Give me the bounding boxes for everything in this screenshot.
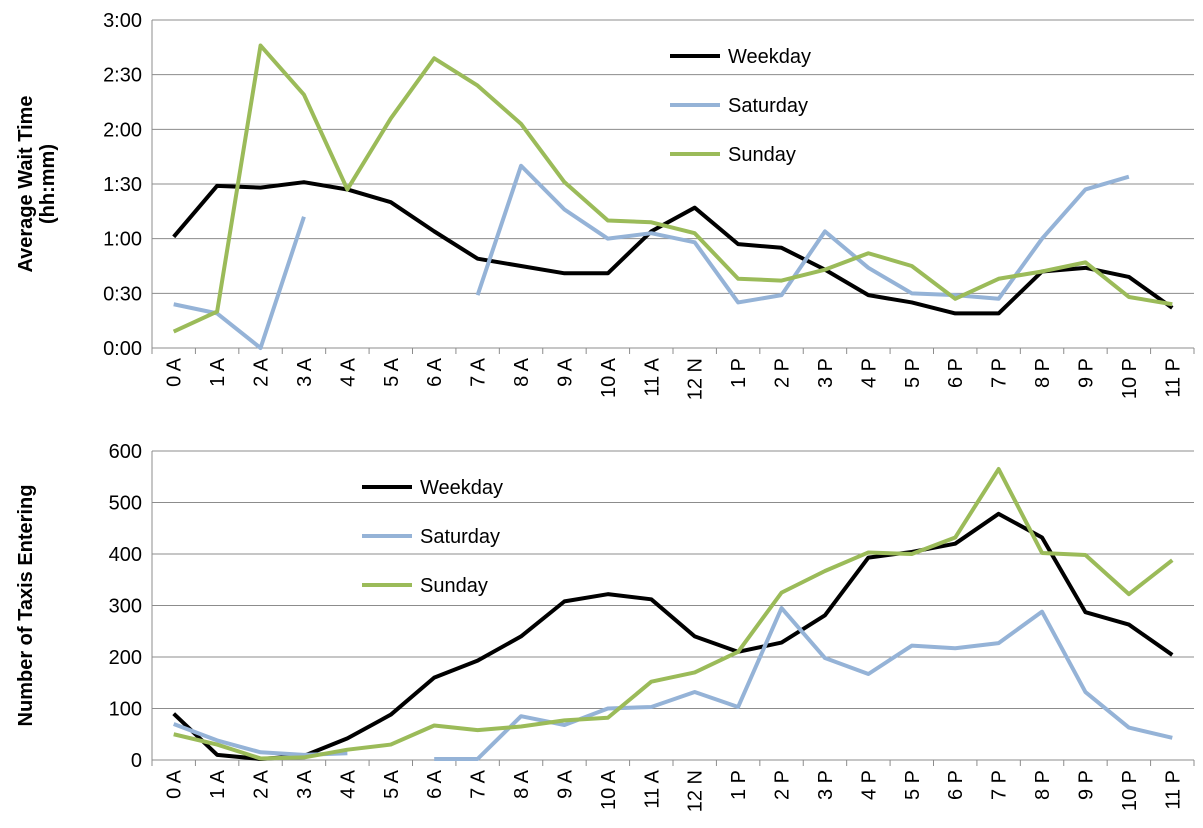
y-tick-label: 0 <box>131 750 142 772</box>
line-series <box>172 43 1173 334</box>
x-tick-label: 4 A <box>337 769 359 799</box>
legend-label: Weekday <box>420 477 503 499</box>
x-tick-label: 1 P <box>728 770 750 800</box>
legend-label: Weekday <box>728 46 811 68</box>
x-tick-label: 7 P <box>989 358 1011 388</box>
y-tick-label: 100 <box>109 699 142 721</box>
y-tick-label: 2:30 <box>103 65 142 87</box>
x-tick-label: 8 P <box>1032 770 1054 800</box>
x-tick-label: 2 P <box>772 358 794 388</box>
y-tick-label: 0:30 <box>103 283 142 305</box>
legend-label: Saturday <box>728 95 808 117</box>
x-tick-label: 10 A <box>598 357 620 398</box>
x-tick-label: 7 A <box>468 357 490 387</box>
x-tick-label: 5 P <box>902 770 924 800</box>
line-series <box>173 216 306 350</box>
x-tick-label: 3 P <box>815 358 837 388</box>
x-tick-label: 1 A <box>207 769 229 799</box>
x-tick-label: 6 P <box>945 770 967 800</box>
y-tick-label: 200 <box>109 647 142 669</box>
line-series <box>172 511 1174 761</box>
x-tick-label: 4 P <box>858 358 880 388</box>
x-tick-label: 11 A <box>641 769 663 808</box>
line-series <box>475 163 1130 305</box>
x-tick-label: 12 N <box>685 358 707 400</box>
y-tick-label: 600 <box>109 441 142 463</box>
x-tick-label: 5 A <box>381 357 403 387</box>
y-axis-title: Number of Taxis Entering <box>15 485 37 727</box>
x-tick-label: 4 A <box>337 357 359 387</box>
x-tick-label: 6 A <box>424 357 446 387</box>
line-series <box>172 180 1174 316</box>
y-tick-label: 1:30 <box>103 174 142 196</box>
x-tick-label: 9 A <box>554 769 576 799</box>
x-tick-label: 6 A <box>424 769 446 799</box>
x-tick-label: 8 A <box>511 769 533 799</box>
x-tick-label: 6 P <box>945 358 967 388</box>
x-tick-label: 11 P <box>1162 358 1184 398</box>
x-tick-label: 2 A <box>251 357 273 387</box>
x-tick-label: 9 P <box>1075 358 1097 388</box>
x-tick-label: 10 P <box>1119 358 1141 399</box>
legend-label: Sunday <box>728 144 796 166</box>
x-tick-label: 11 P <box>1162 770 1184 810</box>
x-tick-label: 10 A <box>598 769 620 810</box>
y-tick-label: 300 <box>109 596 142 618</box>
x-tick-label: 10 P <box>1119 770 1141 811</box>
x-tick-label: 3 P <box>815 770 837 800</box>
y-tick-label: 1:00 <box>103 229 142 251</box>
x-tick-label: 3 A <box>294 769 316 799</box>
y-tick-label: 0:00 <box>103 338 142 360</box>
line-series <box>434 606 1173 761</box>
x-tick-label: 9 P <box>1075 770 1097 800</box>
x-tick-label: 2 A <box>251 769 273 799</box>
x-tick-label: 8 P <box>1032 358 1054 388</box>
x-tick-label: 0 A <box>164 769 186 799</box>
x-tick-label: 1 P <box>728 358 750 388</box>
x-tick-label: 8 A <box>511 357 533 387</box>
legend-label: Sunday <box>420 575 488 597</box>
x-tick-label: 7 A <box>468 769 490 799</box>
y-tick-label: 3:00 <box>103 10 142 32</box>
x-tick-label: 4 P <box>858 770 880 800</box>
x-tick-label: 7 P <box>989 770 1011 800</box>
x-tick-label: 9 A <box>554 357 576 387</box>
x-tick-label: 3 A <box>294 357 316 387</box>
x-tick-label: 5 P <box>902 358 924 388</box>
x-tick-label: 11 A <box>641 357 663 396</box>
legend-label: Saturday <box>420 526 500 548</box>
x-tick-label: 2 P <box>772 770 794 800</box>
y-tick-label: 500 <box>109 493 142 515</box>
x-tick-label: 0 A <box>164 357 186 387</box>
y-tick-label: 2:00 <box>103 119 142 141</box>
y-tick-label: 400 <box>109 544 142 566</box>
x-tick-label: 5 A <box>381 769 403 799</box>
x-tick-label: 1 A <box>207 357 229 387</box>
y-axis-title: (hh:mm) <box>37 144 59 224</box>
y-axis-title: Average Wait Time <box>15 95 37 272</box>
line-series <box>173 467 1174 761</box>
x-tick-label: 12 N <box>685 770 707 812</box>
